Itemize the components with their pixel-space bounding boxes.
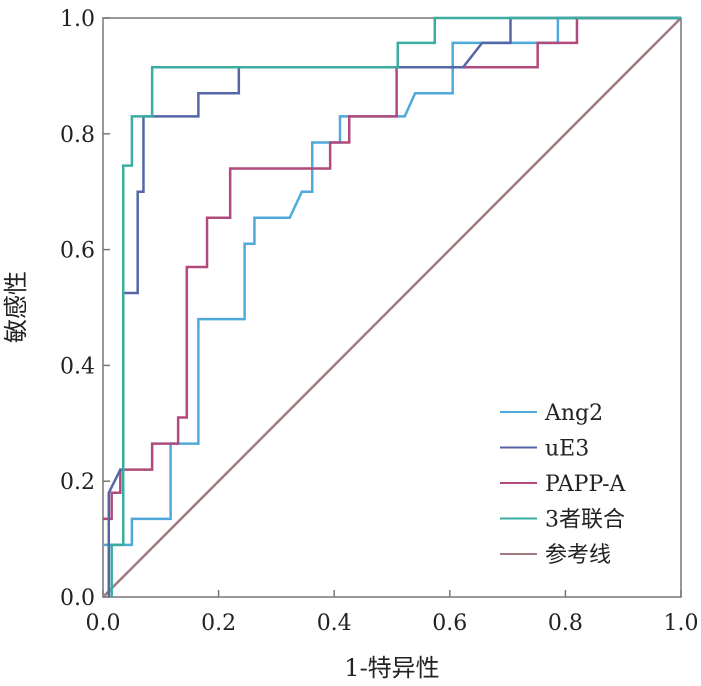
legend-label-4: 参考线 xyxy=(545,543,611,568)
plot-frame xyxy=(102,17,682,598)
legend-label-0: Ang2 xyxy=(544,401,603,426)
y-tick-label: 0.6 xyxy=(60,239,95,264)
series-line-2 xyxy=(103,16,681,521)
x-tick-label: 0.4 xyxy=(317,611,352,636)
x-tick-label: 0.0 xyxy=(86,611,121,636)
legend-label-1: uE3 xyxy=(545,437,589,462)
series-line-4 xyxy=(102,17,682,598)
y-axis-label: 敏感性 xyxy=(2,271,30,343)
legend-label-2: PAPP-A xyxy=(545,472,627,497)
y-tick-label: 0.4 xyxy=(60,354,95,379)
x-axis-label: 1-特异性 xyxy=(344,654,439,682)
x-tick-label: 0.2 xyxy=(201,611,236,636)
x-tick-label: 0.6 xyxy=(432,611,467,636)
x-tick-label: 0.8 xyxy=(548,611,583,636)
x-tick-label: 1.0 xyxy=(664,611,699,636)
legend-label-3: 3者联合 xyxy=(545,508,625,533)
y-tick-label: 0.2 xyxy=(60,470,95,495)
y-tick-label: 0.8 xyxy=(60,123,95,148)
y-tick-label: 1.0 xyxy=(60,7,95,32)
series-line-3 xyxy=(110,16,681,597)
y-tick-label: 0.0 xyxy=(60,586,95,611)
series-line-0 xyxy=(103,16,681,547)
